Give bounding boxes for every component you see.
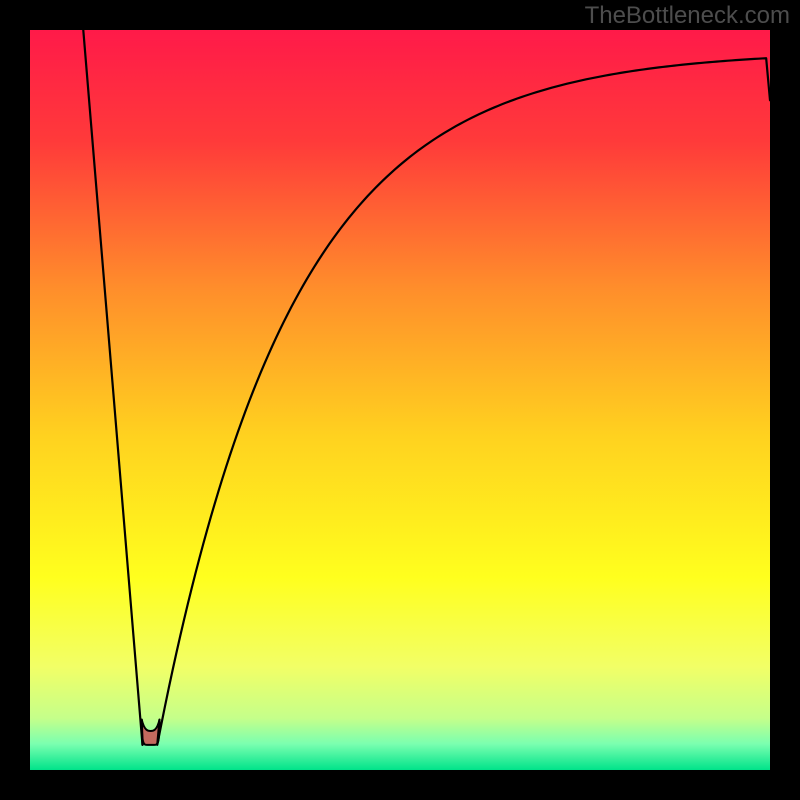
root-container: { "canvas": { "width": 800, "height": 80…	[0, 0, 800, 800]
plot-curves-svg	[30, 30, 770, 770]
plot-frame	[30, 30, 770, 770]
attribution-watermark: TheBottleneck.com	[585, 2, 790, 30]
